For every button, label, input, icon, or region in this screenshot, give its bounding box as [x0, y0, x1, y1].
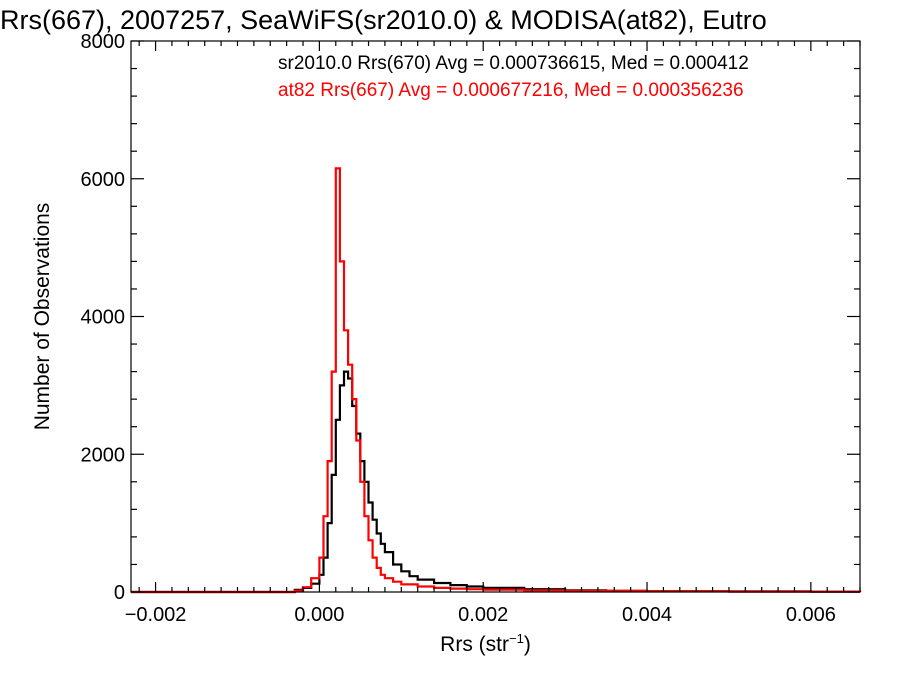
x-tick-label: 0.002: [458, 604, 508, 626]
ticks-layer: −0.002 0.000 0.002 0.004 0.006 0 2000 4000 6000 8…: [81, 31, 861, 626]
y-tick-label: 6000: [81, 169, 126, 191]
x-tick-label: 0.006: [786, 604, 836, 626]
y-tick-label: 2000: [81, 444, 126, 466]
legend-entry-sr2010: sr2010.0 Rrs(670) Avg = 0.000736615, Med…: [278, 53, 749, 74]
x-tick-label: −0.002: [125, 604, 187, 626]
series-line-0: [131, 370, 862, 594]
x-tick-label: 0.004: [622, 604, 672, 626]
chart-title: Rrs(667), 2007257, SeaWiFS(sr2010.0) & M…: [0, 5, 767, 35]
y-tick-label: 8000: [81, 31, 126, 53]
x-axis-label-end: ): [524, 633, 531, 656]
x-axis-label-text: Rrs (str: [440, 633, 509, 656]
series-line-1: [131, 167, 862, 594]
y-axis-label: Number of Observations: [31, 203, 54, 431]
legend: sr2010.0 Rrs(670) Avg = 0.000736615, Med…: [278, 53, 749, 101]
x-axis-label-superscript: −1: [509, 631, 524, 646]
plot-frame: [130, 40, 861, 593]
series-layer: [131, 167, 862, 594]
x-axis-label: Rrs (str−1): [440, 631, 531, 656]
y-tick-label: 4000: [81, 307, 126, 329]
x-tick-label: 0.000: [294, 604, 344, 626]
y-tick-label: 0: [114, 582, 125, 604]
legend-entry-at82: at82 Rrs(667) Avg = 0.000677216, Med = 0…: [278, 80, 744, 101]
